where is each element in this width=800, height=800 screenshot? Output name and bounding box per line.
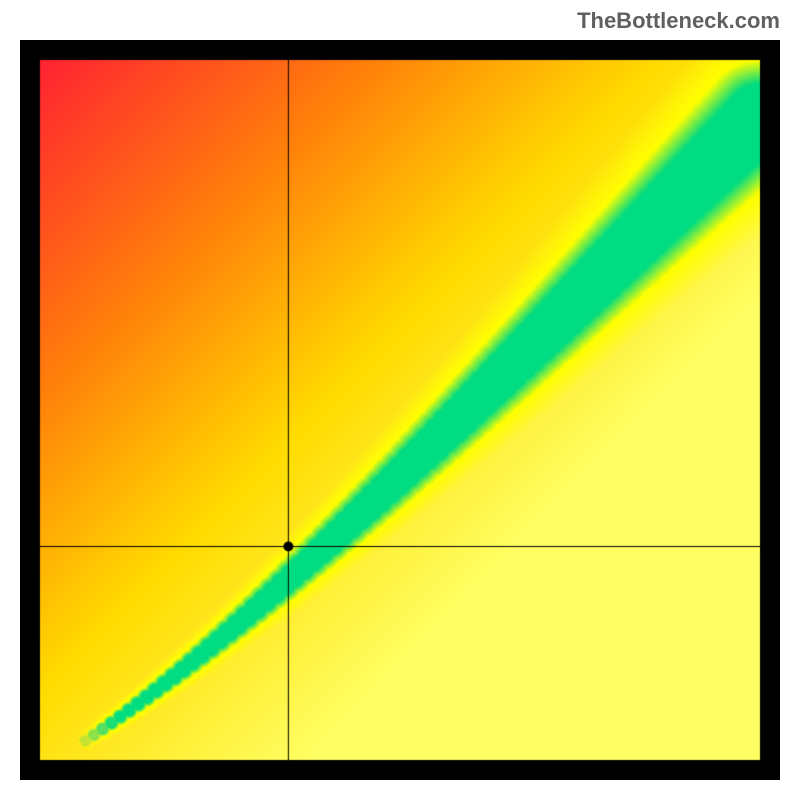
watermark-text: TheBottleneck.com (577, 8, 780, 34)
chart-frame (20, 40, 780, 780)
heatmap-canvas (20, 40, 780, 780)
